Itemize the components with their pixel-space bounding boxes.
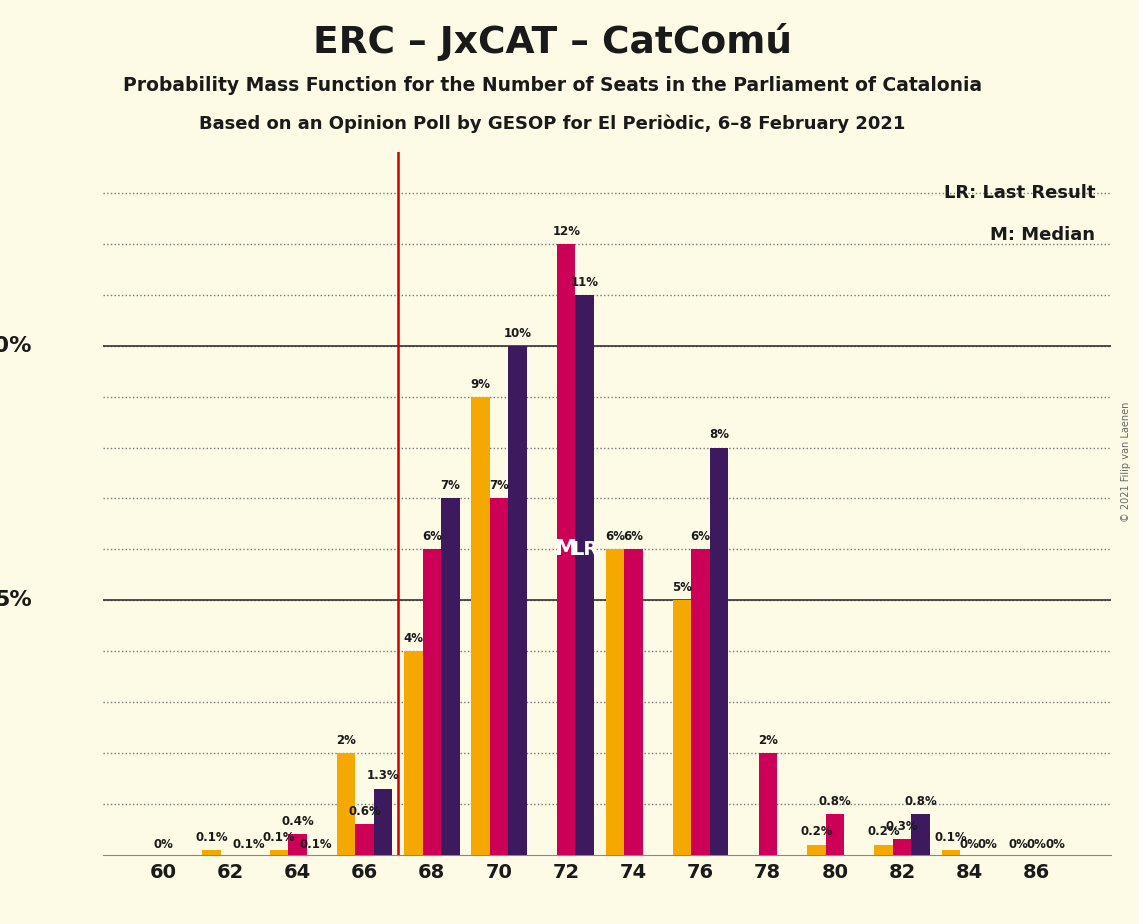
Bar <box>374 788 392 855</box>
Bar <box>673 601 691 855</box>
Text: 0.8%: 0.8% <box>904 795 937 808</box>
Text: LR: LR <box>571 540 598 559</box>
Bar <box>441 498 459 855</box>
Text: 5%: 5% <box>672 581 693 594</box>
Text: 11%: 11% <box>571 276 599 289</box>
Text: 1.3%: 1.3% <box>367 770 400 783</box>
Bar <box>508 346 526 855</box>
Bar <box>710 447 728 855</box>
Text: 0%: 0% <box>1026 838 1047 851</box>
Bar <box>270 849 288 855</box>
Bar <box>624 550 642 855</box>
Text: 0%: 0% <box>959 838 980 851</box>
Text: LR: Last Result: LR: Last Result <box>944 184 1096 202</box>
Bar <box>606 550 624 855</box>
Text: 7%: 7% <box>441 480 460 492</box>
Bar <box>875 845 893 855</box>
Text: 6%: 6% <box>605 530 625 543</box>
Text: 0.1%: 0.1% <box>935 831 967 844</box>
Text: 2%: 2% <box>336 734 357 747</box>
Bar <box>557 244 575 855</box>
Text: 0.6%: 0.6% <box>349 805 380 818</box>
Text: 0.1%: 0.1% <box>232 838 265 851</box>
Text: 4%: 4% <box>403 632 424 645</box>
Bar <box>808 845 826 855</box>
Bar <box>472 396 490 855</box>
Bar <box>759 753 777 855</box>
Text: 0%: 0% <box>1046 838 1065 851</box>
Text: 0.2%: 0.2% <box>868 825 900 838</box>
Text: M: M <box>555 540 577 559</box>
Text: 2%: 2% <box>757 734 778 747</box>
Bar <box>490 498 508 855</box>
Bar <box>575 295 593 855</box>
Text: Based on an Opinion Poll by GESOP for El Periòdic, 6–8 February 2021: Based on an Opinion Poll by GESOP for El… <box>199 115 906 133</box>
Text: 7%: 7% <box>489 480 509 492</box>
Text: 0.1%: 0.1% <box>196 831 228 844</box>
Text: 12%: 12% <box>552 225 580 238</box>
Text: ERC – JxCAT – CatComú: ERC – JxCAT – CatComú <box>313 23 792 61</box>
Text: M: Median: M: Median <box>991 226 1096 244</box>
Bar <box>911 814 929 855</box>
Text: Probability Mass Function for the Number of Seats in the Parliament of Catalonia: Probability Mass Function for the Number… <box>123 76 982 95</box>
Text: 0.2%: 0.2% <box>801 825 833 838</box>
Text: 0.4%: 0.4% <box>281 815 313 828</box>
Bar <box>691 550 710 855</box>
Bar <box>826 814 844 855</box>
Text: 0%: 0% <box>1008 838 1029 851</box>
Text: 8%: 8% <box>710 429 729 442</box>
Text: 0%: 0% <box>978 838 998 851</box>
Text: 6%: 6% <box>421 530 442 543</box>
Text: 0.1%: 0.1% <box>300 838 333 851</box>
Text: 6%: 6% <box>623 530 644 543</box>
Bar <box>423 550 441 855</box>
Bar <box>288 834 306 855</box>
Bar <box>893 839 911 855</box>
Bar <box>203 849 221 855</box>
Text: 6%: 6% <box>690 530 711 543</box>
Text: 0.1%: 0.1% <box>263 831 295 844</box>
Text: 0.3%: 0.3% <box>886 821 918 833</box>
Bar <box>942 849 960 855</box>
Text: 10%: 10% <box>0 335 32 356</box>
Text: 0%: 0% <box>153 838 173 851</box>
Text: 5%: 5% <box>0 590 32 610</box>
Bar <box>337 753 355 855</box>
Text: © 2021 Filip van Laenen: © 2021 Filip van Laenen <box>1122 402 1131 522</box>
Text: 9%: 9% <box>470 378 491 391</box>
Text: 0.8%: 0.8% <box>819 795 851 808</box>
Bar <box>355 824 374 855</box>
Text: 10%: 10% <box>503 327 532 340</box>
Bar <box>404 651 423 855</box>
